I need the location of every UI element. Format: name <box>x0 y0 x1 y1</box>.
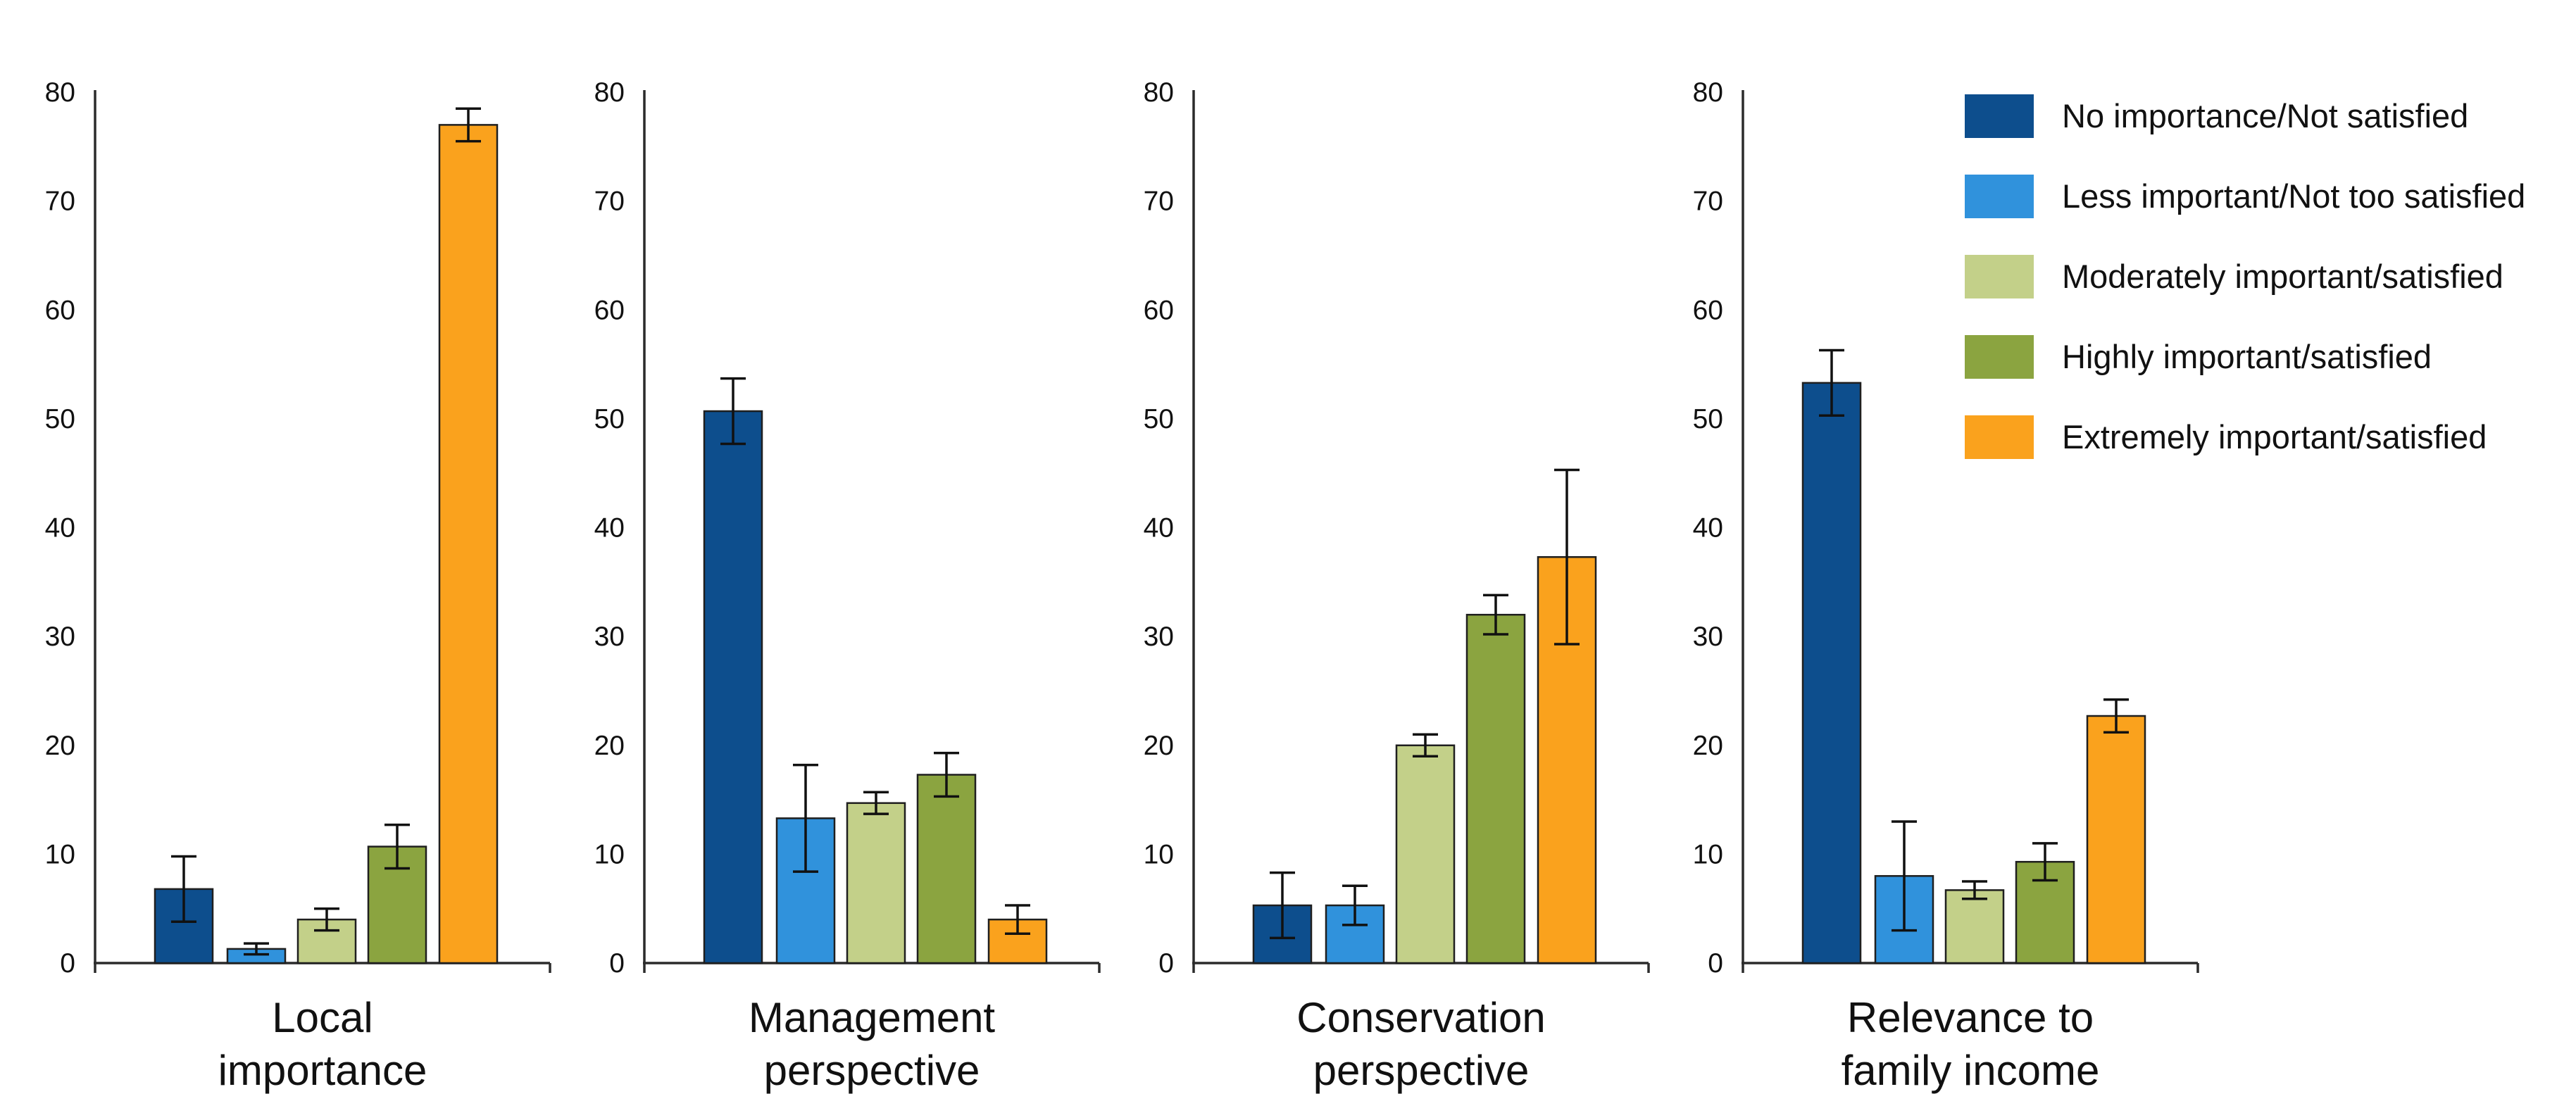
error-bar <box>384 823 410 870</box>
error-bar <box>2032 842 2058 882</box>
y-tick-label: 0 <box>609 948 625 979</box>
error-bar <box>244 942 269 956</box>
y-tick-label: 40 <box>1144 513 1174 543</box>
bar-extremely-important-satisfied <box>438 124 499 964</box>
y-tick-label: 50 <box>594 404 625 434</box>
category-label-line1: Management <box>749 994 996 1041</box>
error-bar <box>1270 871 1295 940</box>
y-tick-label: 80 <box>594 77 625 108</box>
y-tick-label: 70 <box>45 187 75 217</box>
y-tick-label: 80 <box>45 77 75 108</box>
error-bar <box>314 907 339 932</box>
bar-highly-important-satisfied <box>1465 613 1526 964</box>
category-label-line1: Local <box>272 994 373 1041</box>
bar-moderately-important-satisfied <box>846 802 906 964</box>
legend-item-extremely-important-satisfied: Extremely important/satisfied <box>1965 415 2487 459</box>
y-tick-label: 70 <box>1144 187 1174 217</box>
legend-swatch <box>1965 255 2034 298</box>
error-bar <box>1413 733 1438 757</box>
y-tick-label: 20 <box>1693 731 1723 761</box>
error-bar <box>1892 820 1917 932</box>
category-label-line1: Relevance to <box>1847 994 2094 1041</box>
y-tick-label: 30 <box>1693 622 1723 652</box>
legend-swatch <box>1965 415 2034 459</box>
error-bar <box>1819 348 1844 417</box>
legend-swatch <box>1965 175 2034 218</box>
legend-label: Highly important/satisfied <box>2062 338 2432 375</box>
error-bar <box>1342 884 1368 926</box>
bar-moderately-important-satisfied <box>1395 744 1456 964</box>
legend-swatch <box>1965 335 2034 379</box>
y-tick-label: 10 <box>1693 839 1723 869</box>
error-bar <box>793 763 818 873</box>
legend-item-moderately-important-satisfied: Moderately important/satisfied <box>1965 255 2503 298</box>
y-tick-label: 80 <box>1693 77 1723 108</box>
bar-moderately-important-satisfied <box>1944 889 2005 964</box>
category-label-line2: family income <box>1842 1047 2100 1094</box>
y-tick-label: 10 <box>45 839 75 869</box>
panel-management-perspective: 0 10 20 30 40 50 60 70 80 Management perspective <box>594 77 1101 1094</box>
y-tick-label: 30 <box>594 622 625 652</box>
bar-no-importance-not-satisfied <box>703 410 763 964</box>
panel-local-importance: 0 10 20 30 40 50 60 70 80 Local importance <box>45 77 551 1094</box>
y-tick-label: 50 <box>1693 404 1723 434</box>
bar-highly-important-satisfied <box>916 774 977 964</box>
y-tick-label: 60 <box>1144 295 1174 325</box>
category-label-line2: importance <box>218 1047 427 1094</box>
y-tick-label: 60 <box>1693 295 1723 325</box>
legend-swatch <box>1965 94 2034 138</box>
y-tick-label: 40 <box>594 513 625 543</box>
legend-label: No importance/Not satisfied <box>2062 97 2468 134</box>
category-label-line1: Conservation <box>1296 994 1546 1041</box>
category-label-line2: perspective <box>1313 1047 1530 1094</box>
y-tick-label: 40 <box>1693 513 1723 543</box>
y-tick-label: 30 <box>45 622 75 652</box>
y-tick-label: 10 <box>594 839 625 869</box>
y-tick-label: 50 <box>45 404 75 434</box>
error-bar <box>1554 468 1580 646</box>
y-tick-label: 30 <box>1144 622 1174 652</box>
panel-relevance-to-family-income: 0 10 20 30 40 50 60 70 80 Relevance to family inco… <box>1693 77 2199 1094</box>
category-label-line2: perspective <box>764 1047 980 1094</box>
bar-extremely-important-satisfied <box>2086 715 2146 964</box>
y-tick-label: 20 <box>1144 731 1174 761</box>
error-bar <box>863 791 889 815</box>
y-tick-label: 0 <box>1158 948 1174 979</box>
legend-label: Moderately important/satisfied <box>2062 258 2503 295</box>
y-tick-label: 40 <box>45 513 75 543</box>
bar-no-importance-not-satisfied <box>1801 382 1862 964</box>
y-tick-label: 20 <box>45 731 75 761</box>
y-tick-label: 70 <box>594 187 625 217</box>
y-tick-label: 10 <box>1144 839 1174 869</box>
chart-legend: No importance/Not satisfied Less importan… <box>1965 94 2525 459</box>
error-bar <box>1483 593 1508 636</box>
y-tick-label: 50 <box>1144 404 1174 434</box>
legend-item-no-importance-not-satisfied: No importance/Not satisfied <box>1965 94 2468 138</box>
legend-item-less-important-not-too-satisfied: Less important/Not too satisfied <box>1965 175 2525 218</box>
y-tick-label: 0 <box>1708 948 1723 979</box>
error-bar <box>720 377 746 446</box>
error-bar <box>2103 698 2129 734</box>
legend-label: Less important/Not too satisfied <box>2062 177 2525 215</box>
legend-item-highly-important-satisfied: Highly important/satisfied <box>1965 335 2432 379</box>
error-bar <box>171 855 196 923</box>
error-bar <box>456 107 481 143</box>
y-tick-label: 70 <box>1693 187 1723 217</box>
panel-conservation-perspective: 0 10 20 30 40 50 60 70 80 Conservation perspective <box>1144 77 1650 1094</box>
y-tick-label: 0 <box>60 948 75 979</box>
y-tick-label: 60 <box>594 295 625 325</box>
y-tick-label: 60 <box>45 295 75 325</box>
error-bar <box>1962 880 1987 900</box>
y-tick-label: 80 <box>1144 77 1174 108</box>
error-bar <box>934 751 959 798</box>
error-bar <box>1005 904 1030 936</box>
legend-label: Extremely important/satisfied <box>2062 418 2487 455</box>
y-tick-label: 20 <box>594 731 625 761</box>
